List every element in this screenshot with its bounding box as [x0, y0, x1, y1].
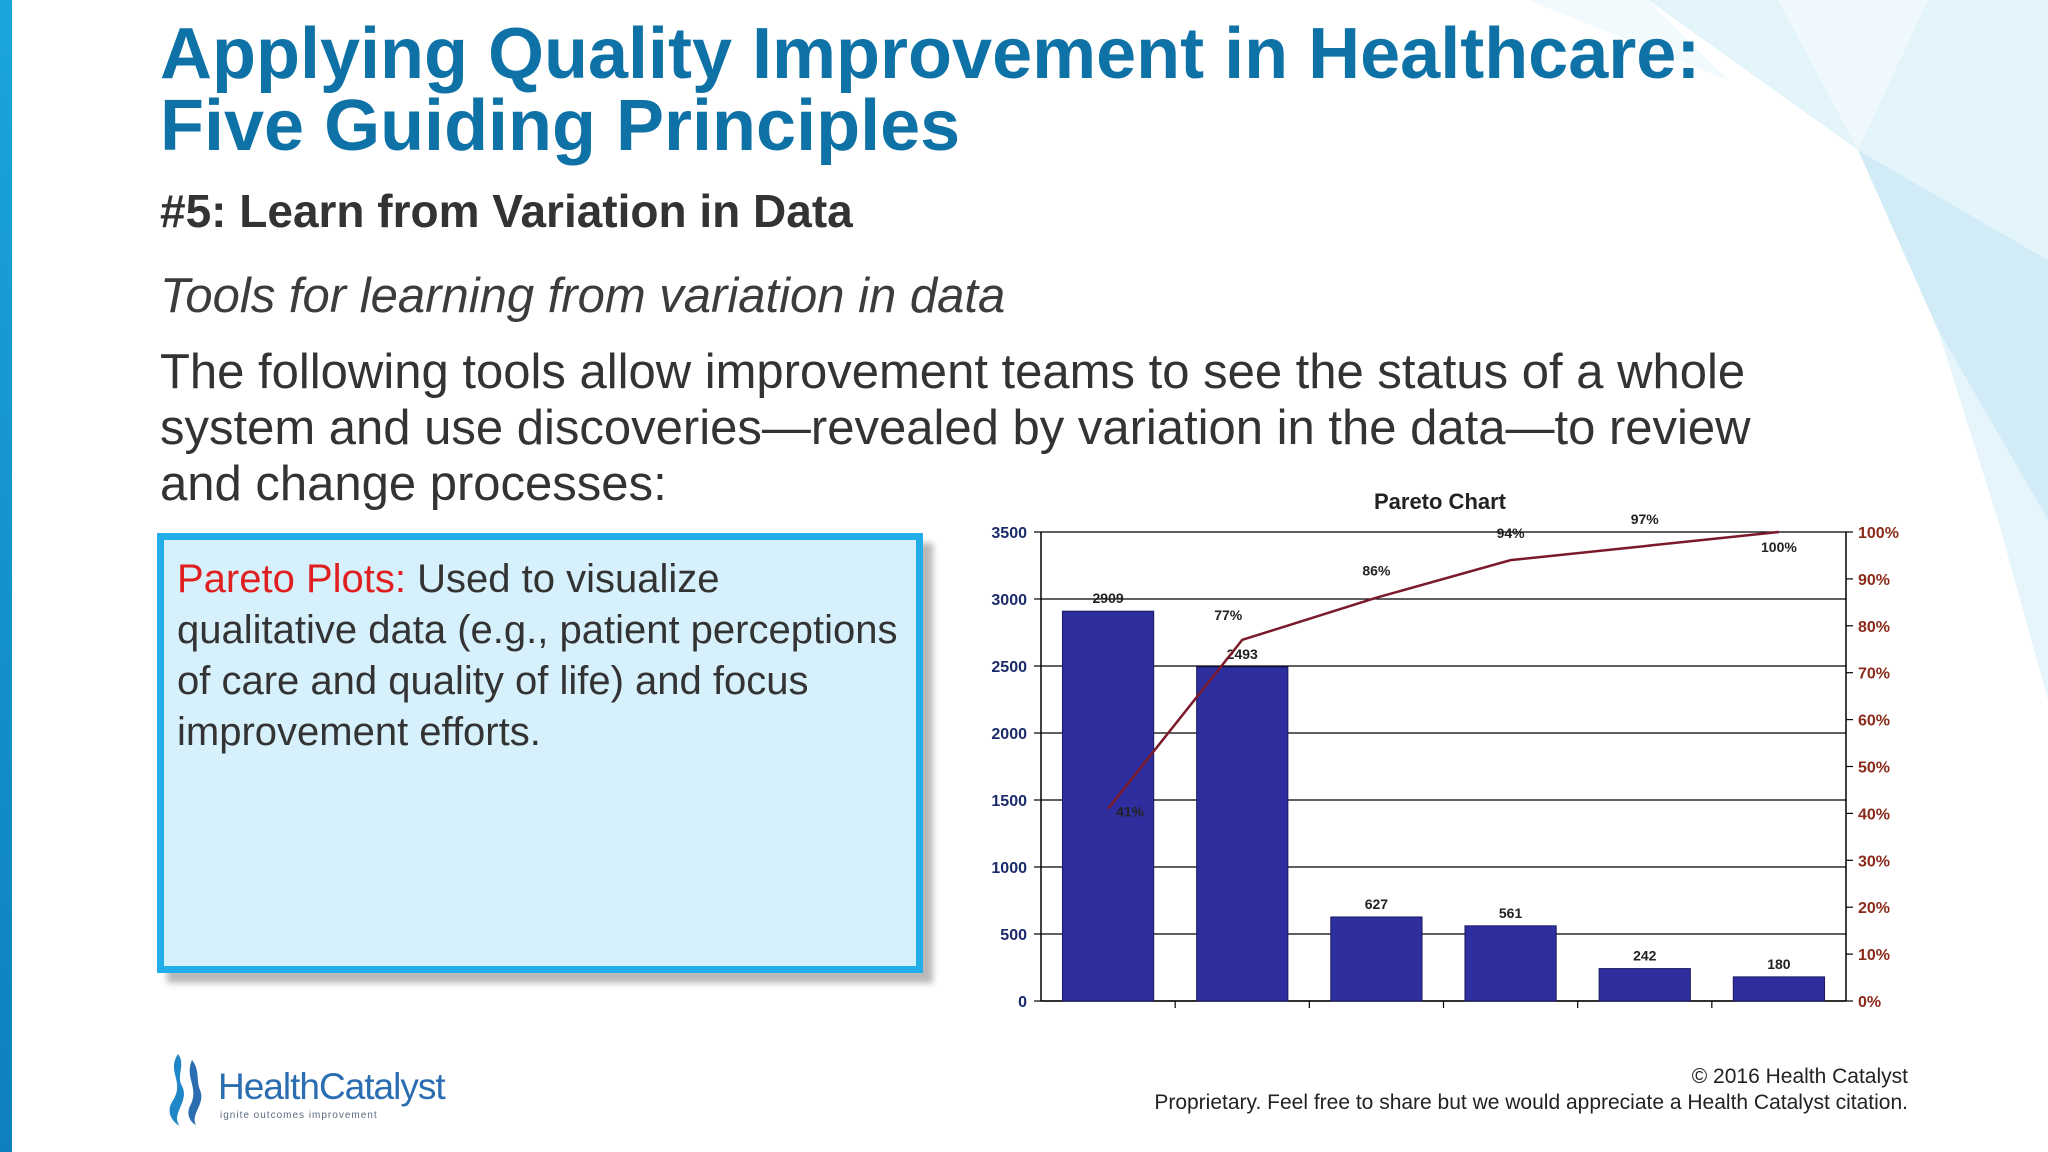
principle-subtitle: #5: Learn from Variation in Data — [160, 185, 853, 237]
cumulative-percent-label: 94% — [1497, 525, 1526, 541]
cumulative-percent-label: 41% — [1116, 804, 1145, 820]
logo-tagline: ignite outcomes improvement — [220, 1110, 378, 1121]
y-axis-tick-label: 500 — [1000, 927, 1027, 944]
bar — [1598, 968, 1691, 1002]
y-axis-tick-label: 2500 — [991, 659, 1027, 676]
pareto-chart: Pareto Chart 0 500 1000 1500 2000 2500 3000 3500… — [991, 489, 1899, 1011]
y-axis-tick-label: 0 — [1018, 994, 1027, 1011]
copyright-line: © 2016 Health Catalyst — [1691, 1065, 1908, 1088]
bar — [1196, 666, 1289, 1002]
chart-title: Pareto Chart — [1374, 489, 1507, 514]
y2-axis-tick-label: 70% — [1858, 666, 1890, 683]
bar-value-label: 242 — [1633, 948, 1657, 964]
y2-axis-tick-label: 50% — [1858, 760, 1890, 777]
logo-catalyst: Catalyst — [318, 1066, 446, 1107]
slide-title: Applying Quality Improvement in Healthca… — [160, 18, 1700, 162]
tools-heading: Tools for learning from variation in dat… — [160, 269, 1006, 323]
slide-title-line-1: Applying Quality Improvement in Healthca… — [160, 14, 1701, 94]
intro-line: and change processes: — [160, 457, 667, 511]
logo-wordmark: HealthCatalyst — [218, 1066, 446, 1108]
y2-axis-tick-label: 90% — [1858, 572, 1890, 589]
bar-value-label: 627 — [1365, 896, 1389, 912]
cumulative-percent-label: 100% — [1761, 539, 1797, 555]
y-axis-tick-label: 3500 — [991, 525, 1027, 542]
cumulative-percent-label: 86% — [1362, 563, 1391, 579]
y-axis-tick-label: 1000 — [991, 860, 1027, 877]
slide-title-line-2: Five Guiding Principles — [160, 86, 961, 166]
proprietary-notice: Proprietary. Feel free to share but we w… — [1154, 1091, 1908, 1114]
bar — [1061, 610, 1155, 1002]
y-axis-tick-label: 2000 — [991, 726, 1027, 743]
logo-health: Health — [218, 1066, 320, 1107]
y2-axis-tick-label: 100% — [1858, 525, 1899, 542]
bar — [1464, 925, 1557, 1002]
cumulative-percent-line — [1107, 530, 1780, 810]
bar-value-label: 180 — [1767, 956, 1791, 972]
y2-axis-tick-label: 30% — [1858, 853, 1890, 870]
y2-axis-tick-label: 0% — [1858, 994, 1881, 1011]
y2-axis-tick-label: 40% — [1858, 806, 1890, 823]
flame-logo-icon — [169, 1054, 202, 1126]
y2-axis-tick-label: 10% — [1858, 947, 1890, 964]
y2-axis-tick-label: 80% — [1858, 619, 1890, 636]
y-axis-tick-label: 3000 — [991, 592, 1027, 609]
y-axis-tick-label: 1500 — [991, 793, 1027, 810]
cumulative-percent-label: 97% — [1631, 511, 1660, 527]
bar-value-label: 561 — [1499, 905, 1523, 921]
bar — [1330, 916, 1423, 1002]
y2-axis-tick-label: 20% — [1858, 900, 1890, 917]
decorative-background-shapes — [1528, 0, 2048, 700]
pareto-callout-box: Pareto Plots: Used to visualize qualitat… — [157, 533, 923, 973]
bar — [1732, 976, 1826, 1002]
y2-axis-tick-label: 60% — [1858, 713, 1890, 730]
intro-paragraph: The following tools allow improvement te… — [160, 344, 1860, 512]
health-catalyst-logo: HealthCatalyst ignite outcomes improveme… — [160, 1050, 470, 1130]
intro-line: system and use discoveries—revealed by v… — [160, 401, 1751, 455]
callout-description: Used to visualize qualitative data (e.g.… — [177, 557, 898, 754]
bar-value-label: 2909 — [1093, 590, 1124, 606]
intro-line: The following tools allow improvement te… — [160, 345, 1746, 399]
left-accent-bar — [0, 0, 12, 1152]
callout-term: Pareto Plots: — [177, 557, 407, 601]
copyright-notice: © 2016 Health Catalyst Proprietary. Feel… — [1154, 1064, 1908, 1116]
cumulative-percent-label: 77% — [1214, 607, 1243, 623]
